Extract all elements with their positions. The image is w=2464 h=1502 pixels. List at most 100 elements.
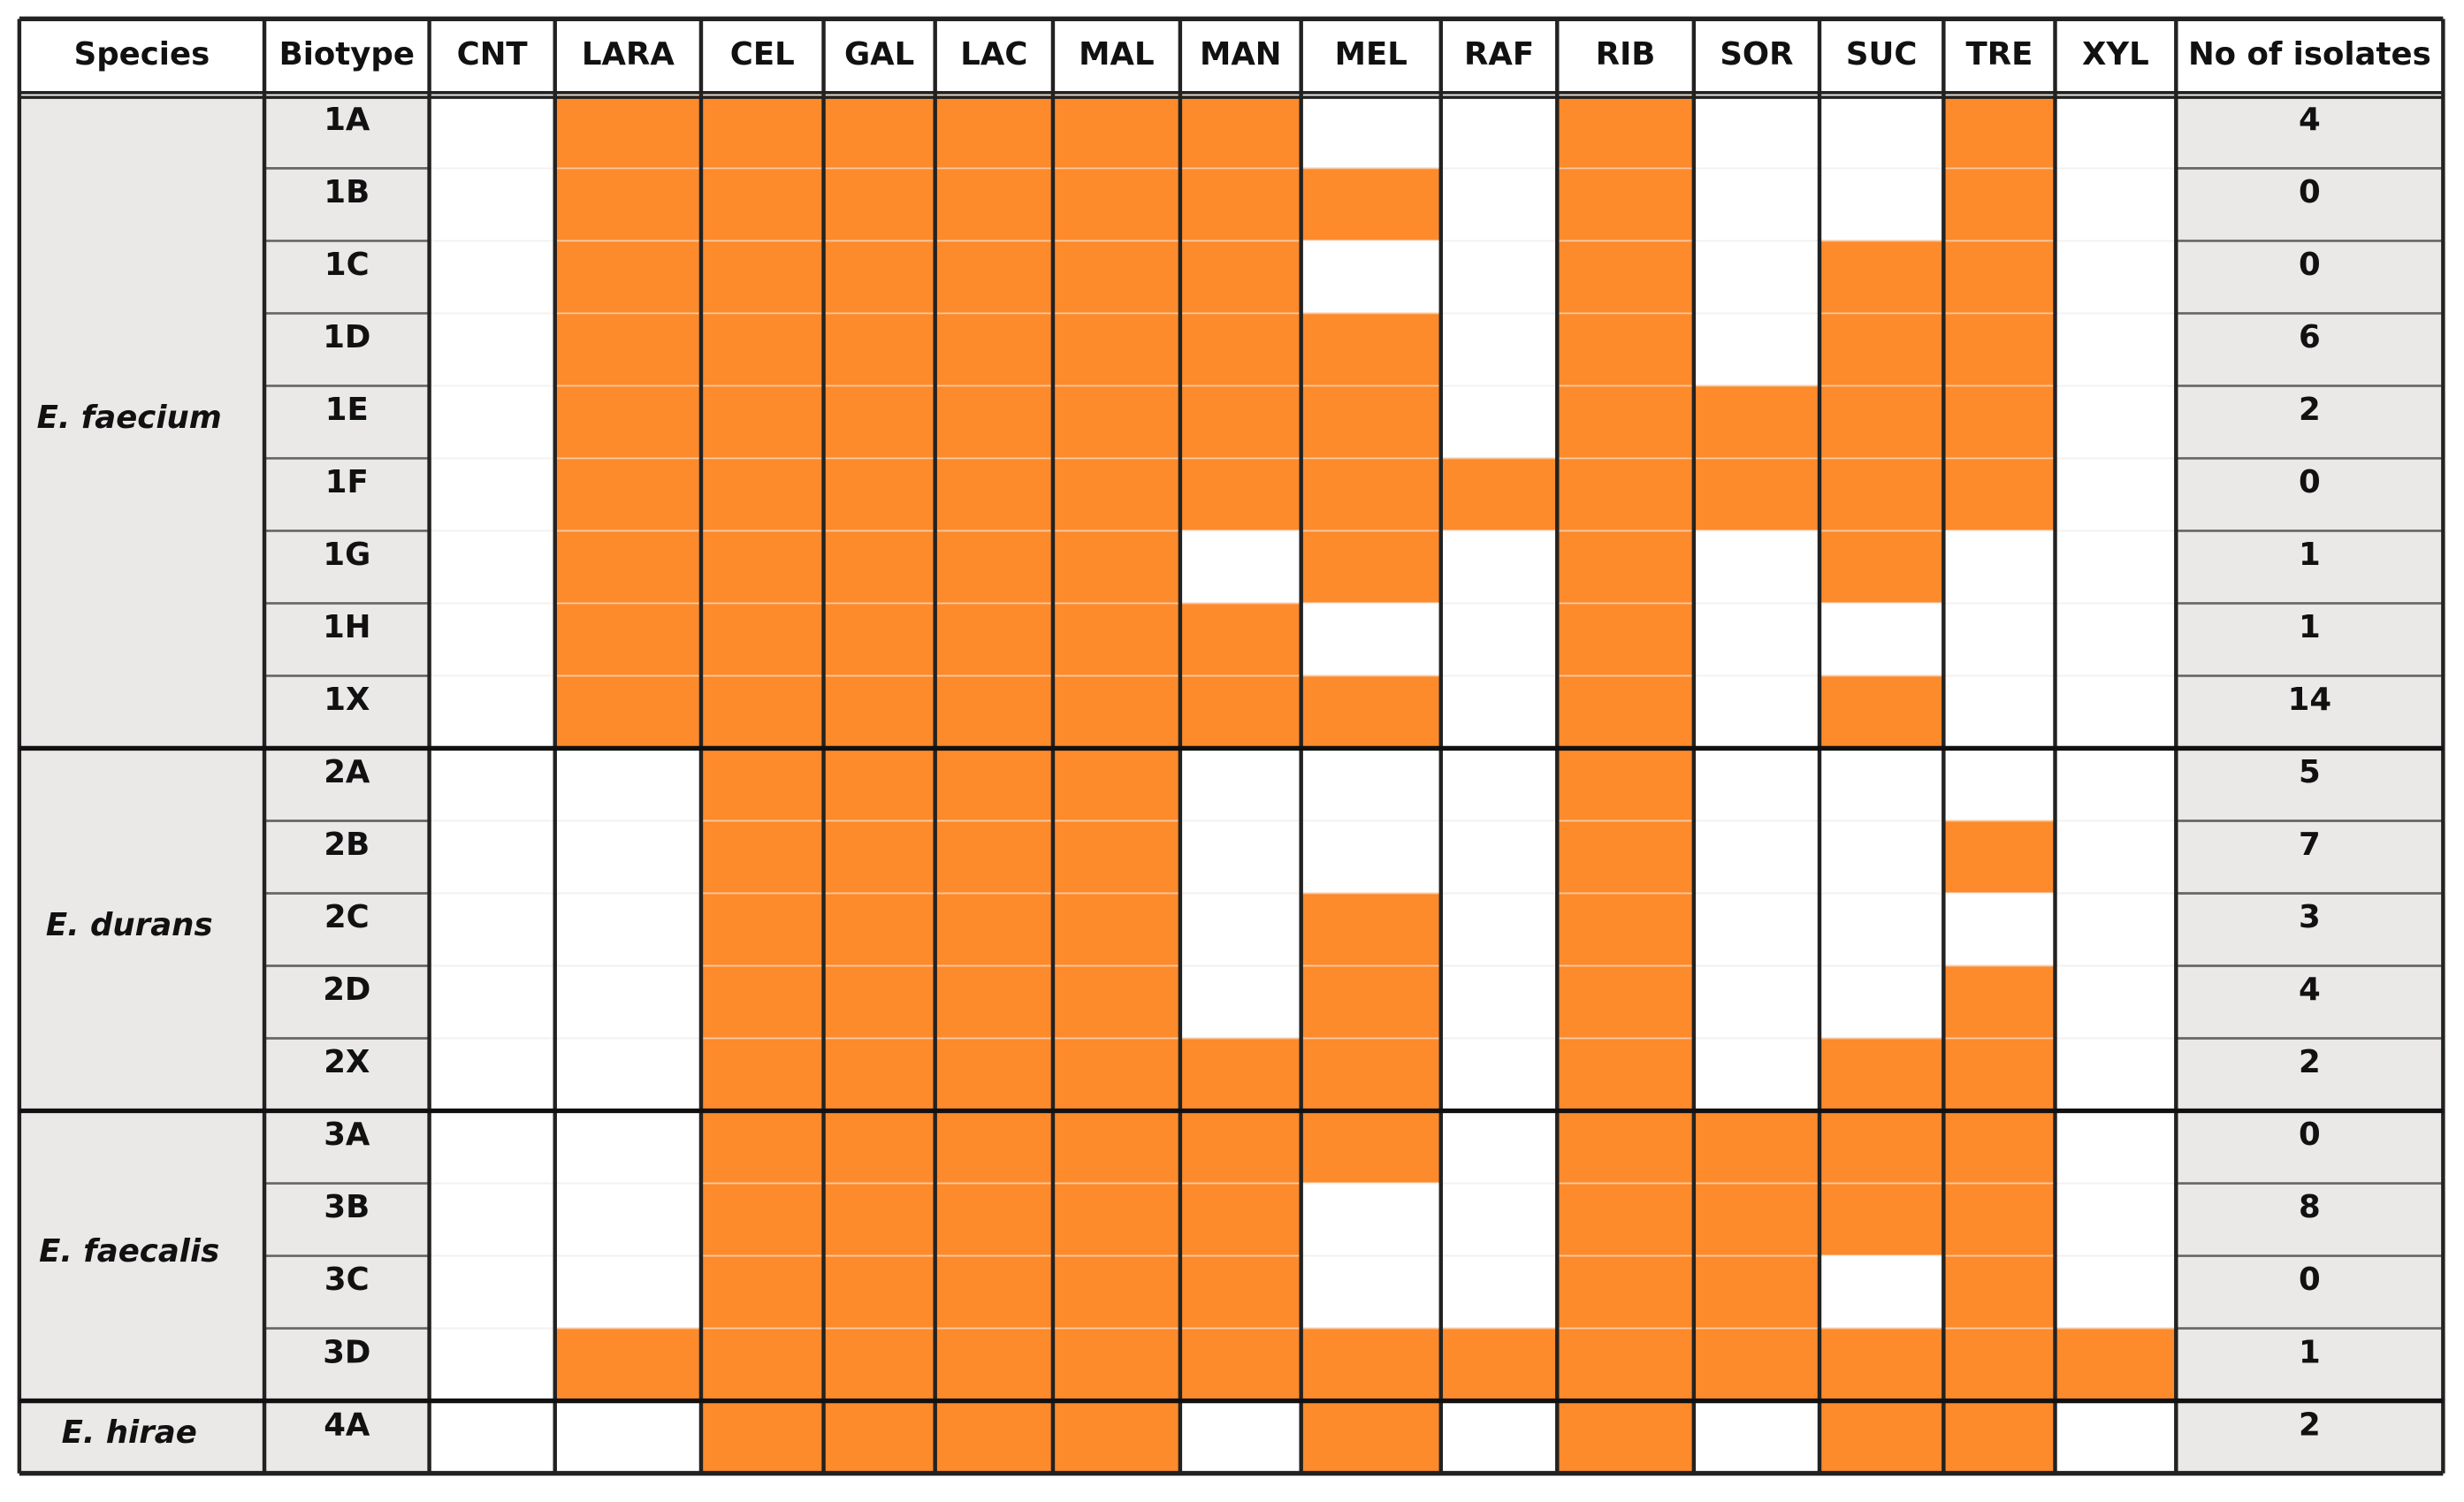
result-cell xyxy=(428,167,556,242)
result-cell xyxy=(553,747,702,822)
result-cell xyxy=(1300,820,1442,895)
biotype: 2X xyxy=(324,1044,370,1080)
biotype: 3A xyxy=(324,1117,370,1153)
result-cell xyxy=(700,1182,825,1257)
result-cell xyxy=(1179,1109,1302,1185)
result-cell xyxy=(1179,675,1302,750)
result-cell xyxy=(1692,1254,1820,1330)
header-cell: MAN xyxy=(1200,36,1282,72)
result-cell xyxy=(700,312,825,387)
result-cell xyxy=(700,385,825,460)
result-cell xyxy=(1692,964,1820,1040)
biotype: 2D xyxy=(323,972,370,1008)
result-cell xyxy=(2054,602,2178,677)
biotype: 4A xyxy=(324,1407,370,1443)
result-cell xyxy=(700,240,825,315)
result-cell xyxy=(700,1037,825,1112)
result-cell xyxy=(700,95,825,170)
result-cell xyxy=(1052,240,1181,315)
result-cell xyxy=(1300,747,1442,822)
result-cell xyxy=(822,385,936,460)
result-cell xyxy=(1439,1327,1559,1402)
result-cell xyxy=(1692,95,1820,170)
result-cell xyxy=(2054,1037,2178,1112)
isolates: 3 xyxy=(2299,899,2321,935)
isolates: 1 xyxy=(2299,609,2321,645)
result-cell xyxy=(1300,95,1442,170)
result-cell xyxy=(1942,95,2056,170)
header-cell: LAC xyxy=(960,36,1027,72)
isolates-cell xyxy=(2175,964,2445,1040)
result-cell xyxy=(1179,385,1302,460)
isolates-cell xyxy=(2175,167,2445,242)
result-cell xyxy=(1179,964,1302,1040)
result-cell xyxy=(822,312,936,387)
result-cell xyxy=(700,1109,825,1185)
result-cell xyxy=(1819,675,1945,750)
result-cell xyxy=(700,747,825,822)
header-cell: MAL xyxy=(1079,36,1154,72)
result-cell xyxy=(1300,1327,1442,1402)
result-cell xyxy=(1819,964,1945,1040)
result-cell xyxy=(1300,530,1442,605)
result-cell xyxy=(1556,820,1695,895)
result-cell xyxy=(553,1327,702,1402)
result-cell xyxy=(1692,385,1820,460)
biotype-cell xyxy=(263,1182,431,1257)
result-cell xyxy=(1692,1182,1820,1257)
result-cell xyxy=(822,747,936,822)
result-cell xyxy=(700,1327,825,1402)
header-cell: RIB xyxy=(1596,36,1656,72)
result-cell xyxy=(1819,457,1945,532)
result-cell xyxy=(700,820,825,895)
header-cell: SUC xyxy=(1846,36,1917,72)
result-cell xyxy=(1556,240,1695,315)
result-cell xyxy=(2054,892,2178,967)
biotype: 1F xyxy=(325,464,369,500)
header-cell: TRE xyxy=(1966,36,2033,72)
result-cell xyxy=(1179,530,1302,605)
result-cell xyxy=(1692,1037,1820,1112)
result-cell xyxy=(1052,1327,1181,1402)
result-cell xyxy=(822,1182,936,1257)
isolates: 4 xyxy=(2299,972,2321,1008)
result-cell xyxy=(428,602,556,677)
result-cell xyxy=(428,1254,556,1330)
result-cell xyxy=(1179,892,1302,967)
result-cell xyxy=(822,457,936,532)
result-cell xyxy=(1439,530,1559,605)
result-cell xyxy=(1300,240,1442,315)
isolates: 4 xyxy=(2299,102,2321,138)
result-cell xyxy=(1942,1182,2056,1257)
isolates: 0 xyxy=(2299,247,2321,283)
biotype: 1A xyxy=(324,102,370,138)
result-cell xyxy=(553,1037,702,1112)
result-cell xyxy=(1942,457,2056,532)
result-cell xyxy=(1439,385,1559,460)
result-cell xyxy=(2054,964,2178,1040)
biotype: 3B xyxy=(324,1189,370,1225)
result-cell xyxy=(1942,964,2056,1040)
result-cell xyxy=(1819,602,1945,677)
result-cell xyxy=(1942,530,2056,605)
result-cell xyxy=(1439,1109,1559,1185)
result-cell xyxy=(2054,240,2178,315)
result-cell xyxy=(1179,747,1302,822)
result-cell xyxy=(553,602,702,677)
isolates: 7 xyxy=(2299,827,2321,863)
result-cell xyxy=(2054,95,2178,170)
result-cell xyxy=(1052,312,1181,387)
biotype: 2B xyxy=(324,827,370,863)
result-cell xyxy=(1556,1109,1695,1185)
result-cell xyxy=(1179,1399,1302,1475)
biotype-cell xyxy=(263,892,431,967)
result-cell xyxy=(1942,312,2056,387)
result-cell xyxy=(1439,747,1559,822)
result-cell xyxy=(934,1182,1054,1257)
biotype: 3D xyxy=(323,1334,370,1370)
result-cell xyxy=(1300,964,1442,1040)
result-cell xyxy=(1556,1327,1695,1402)
result-cell xyxy=(1300,385,1442,460)
species: E. hirae xyxy=(62,1414,197,1451)
